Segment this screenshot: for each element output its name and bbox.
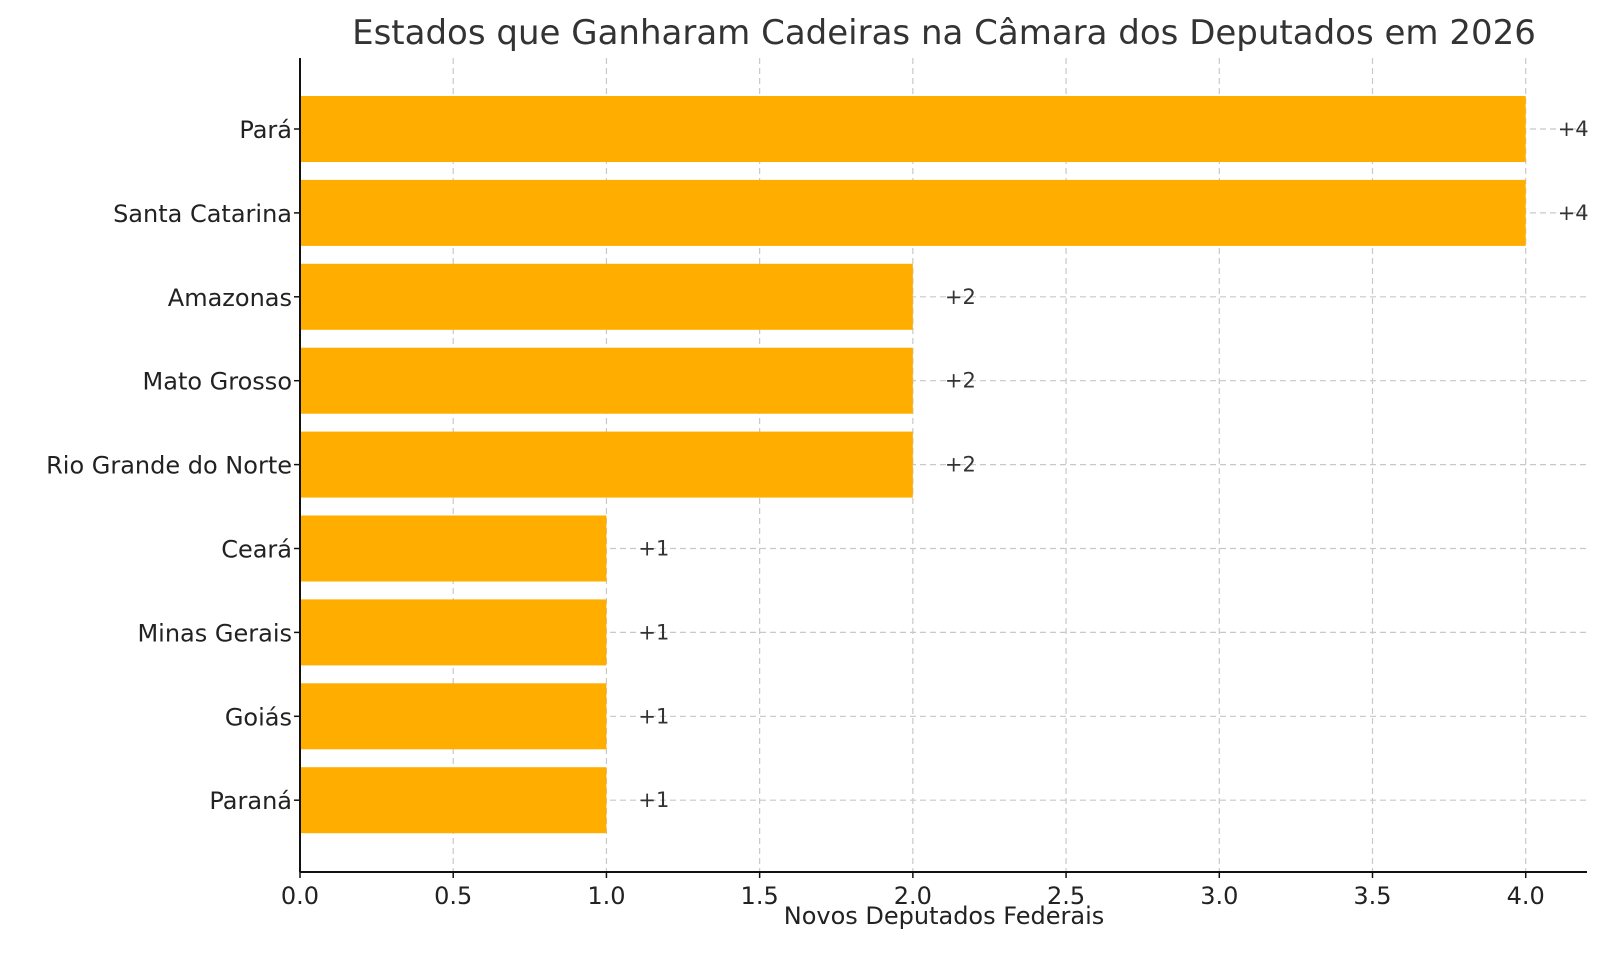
category-label-5: Ceará (221, 536, 292, 564)
data-label-5: +1 (638, 537, 669, 561)
category-label-8: Paraná (209, 787, 292, 815)
data-label-1: +4 (1558, 201, 1589, 225)
bar-8 (300, 767, 607, 834)
data-label-4: +2 (945, 453, 976, 477)
x-axis-label: Novos Deputados Federais (784, 902, 1105, 930)
category-label-4: Rio Grande do Norte (46, 452, 292, 480)
bar-6 (300, 599, 607, 666)
data-label-3: +2 (945, 369, 976, 393)
data-label-7: +1 (638, 704, 669, 728)
x-tick-label-6: 3.0 (1200, 882, 1238, 910)
data-label-0: +4 (1558, 117, 1589, 141)
data-label-8: +1 (638, 788, 669, 812)
category-label-0: Pará (239, 116, 292, 144)
category-label-1: Santa Catarina (113, 200, 292, 228)
bar-7 (300, 683, 607, 750)
category-label-6: Minas Gerais (137, 619, 292, 647)
x-tick-label-4: 2.0 (894, 882, 932, 910)
data-labels: +4 +4 +2 +2 +2 +1 +1 +1 +1 (638, 117, 1588, 812)
bar-0 (300, 96, 1526, 162)
x-tick-label-3: 1.5 (741, 882, 779, 910)
x-tick-label-0: 0.0 (281, 882, 319, 910)
x-tick-label-1: 0.5 (434, 882, 472, 910)
bars (300, 96, 1526, 834)
chart-title: Estados que Ganharam Cadeiras na Câmara … (352, 13, 1536, 53)
bar-3 (300, 347, 913, 414)
x-tick-label-5: 2.5 (1047, 882, 1085, 910)
bar-2 (300, 263, 913, 330)
x-tick-label-2: 1.0 (587, 882, 625, 910)
category-label-7: Goiás (225, 703, 292, 731)
axes: Pará Santa Catarina Amazonas Mato Grosso Rio… (46, 58, 1587, 910)
bar-4 (300, 431, 913, 498)
category-label-2: Amazonas (168, 284, 292, 312)
bar-1 (300, 179, 1526, 246)
category-label-3: Mato Grosso (143, 368, 292, 396)
x-tick-label-8: 4.0 (1507, 882, 1545, 910)
x-tick-label-7: 3.5 (1353, 882, 1391, 910)
bar-5 (300, 515, 607, 582)
data-label-6: +1 (638, 620, 669, 644)
data-label-2: +2 (945, 285, 976, 309)
